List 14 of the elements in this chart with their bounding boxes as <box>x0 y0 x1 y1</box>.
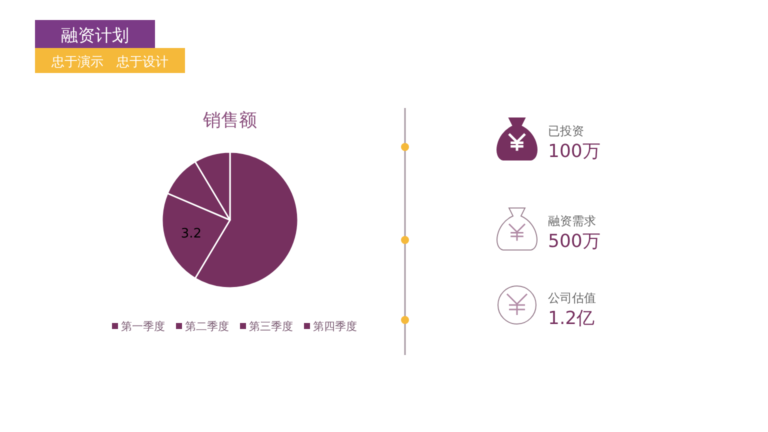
text: 1.2亿 <box>548 308 595 329</box>
text: 融资计划 <box>61 26 129 46</box>
data-label: 3.2 <box>180 226 202 242</box>
text: 忠于演示 忠于设计 <box>50 55 168 70</box>
text: 融资需求 <box>548 214 596 228</box>
chart-title: 销售额 <box>202 110 257 131</box>
legend-label: 第四季度 <box>313 320 357 333</box>
text: 500万 <box>548 231 600 252</box>
legend-label: 第三季度 <box>249 320 293 333</box>
legend-label: 第一季度 <box>121 320 165 333</box>
text: 公司估值 <box>548 291 596 305</box>
text: 已投资 <box>548 124 584 138</box>
text: 100万 <box>548 141 600 162</box>
legend-label: 第二季度 <box>185 320 229 333</box>
